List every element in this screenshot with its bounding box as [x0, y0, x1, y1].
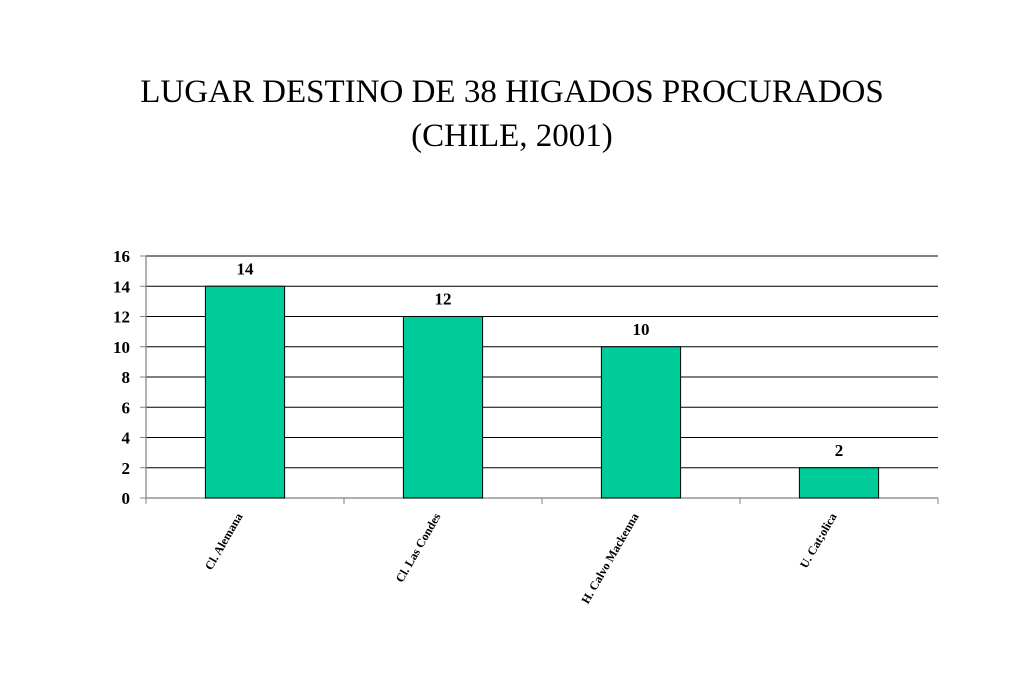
data-label: 14: [237, 259, 255, 278]
bar: [798, 467, 880, 499]
y-tick-label: 8: [122, 368, 131, 387]
bar: [600, 346, 682, 499]
x-category-label: Cl. Alemana: [202, 511, 246, 573]
chart-title: LUGAR DESTINO DE 38 HIGADOS PROCURADOS (…: [0, 70, 1024, 158]
data-label: 10: [633, 320, 650, 339]
y-tick-label: 16: [113, 247, 130, 266]
y-tick-label: 0: [122, 489, 131, 508]
bar: [402, 316, 484, 499]
bar: [204, 285, 286, 499]
chart-title-line-2: (CHILE, 2001): [411, 118, 613, 154]
y-tick-label: 10: [113, 338, 130, 357]
y-tick-label: 14: [113, 277, 131, 296]
y-tick-label: 6: [122, 398, 131, 417]
y-tick-label: 2: [122, 459, 131, 478]
x-category-label: Cl. Las Condes: [393, 510, 444, 585]
data-label: 12: [435, 290, 452, 309]
x-category-label: H. Calvo Mackenna: [578, 511, 641, 607]
x-category-label: U. Cat;olica: [797, 511, 840, 571]
y-tick-label: 12: [113, 308, 130, 327]
y-tick-label: 4: [122, 429, 131, 448]
chart-title-line-1: LUGAR DESTINO DE 38 HIGADOS PROCURADOS: [140, 74, 884, 110]
data-label: 2: [835, 441, 844, 460]
